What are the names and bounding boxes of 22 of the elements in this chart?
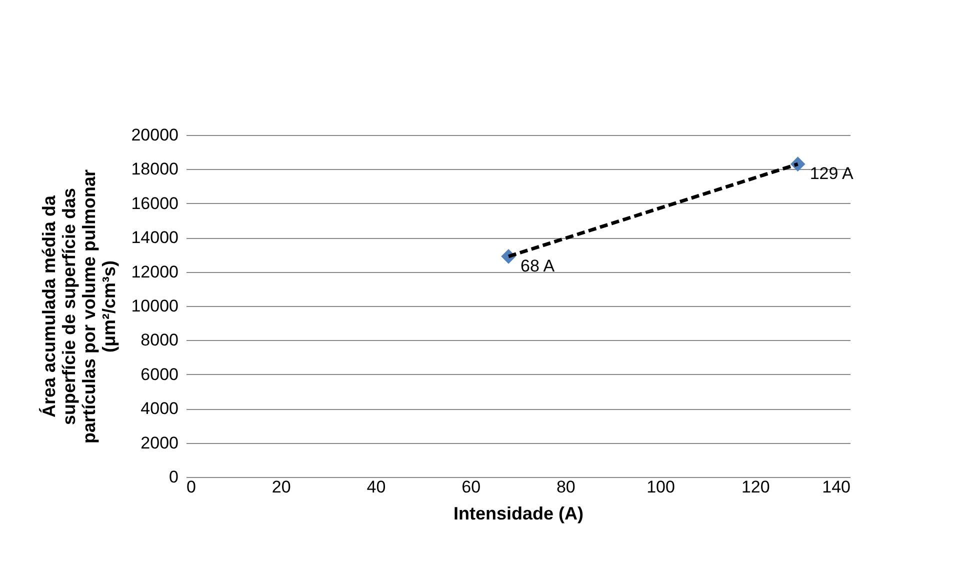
- y-tick-label: 20000: [131, 126, 178, 144]
- annotation: 68 A: [520, 256, 556, 276]
- x-tick-label: 120: [741, 478, 770, 496]
- y-tick-label: 8000: [140, 330, 178, 350]
- x-tick-label: 60: [462, 478, 481, 496]
- y-axis-title: Área acumulada média da superfície de superfície das partículas por volume pulmonar (μm²/cm³s): [39, 169, 120, 444]
- y-tick-label: 12000: [131, 262, 178, 282]
- y-tick-label: 6000: [140, 364, 178, 384]
- y-tick-label: 14000: [131, 228, 178, 248]
- y-tick-label: 2000: [140, 433, 178, 452]
- y-tick-label: 18000: [131, 160, 178, 179]
- x-tick-label: 40: [366, 478, 386, 496]
- y-tick-label: 10000: [131, 296, 178, 316]
- x-tick-label: 80: [556, 478, 576, 496]
- x-axis-title: Intensidade (A): [453, 504, 584, 524]
- x-tick-label: 100: [646, 478, 675, 496]
- x-tick-label: 0: [186, 478, 196, 496]
- x-tick-label: 20: [272, 478, 291, 496]
- annotation: 129 A: [810, 164, 854, 184]
- x-tick-label: 140: [822, 478, 850, 496]
- y-tick-label: 4000: [140, 399, 178, 418]
- y-tick-label: 16000: [131, 194, 178, 213]
